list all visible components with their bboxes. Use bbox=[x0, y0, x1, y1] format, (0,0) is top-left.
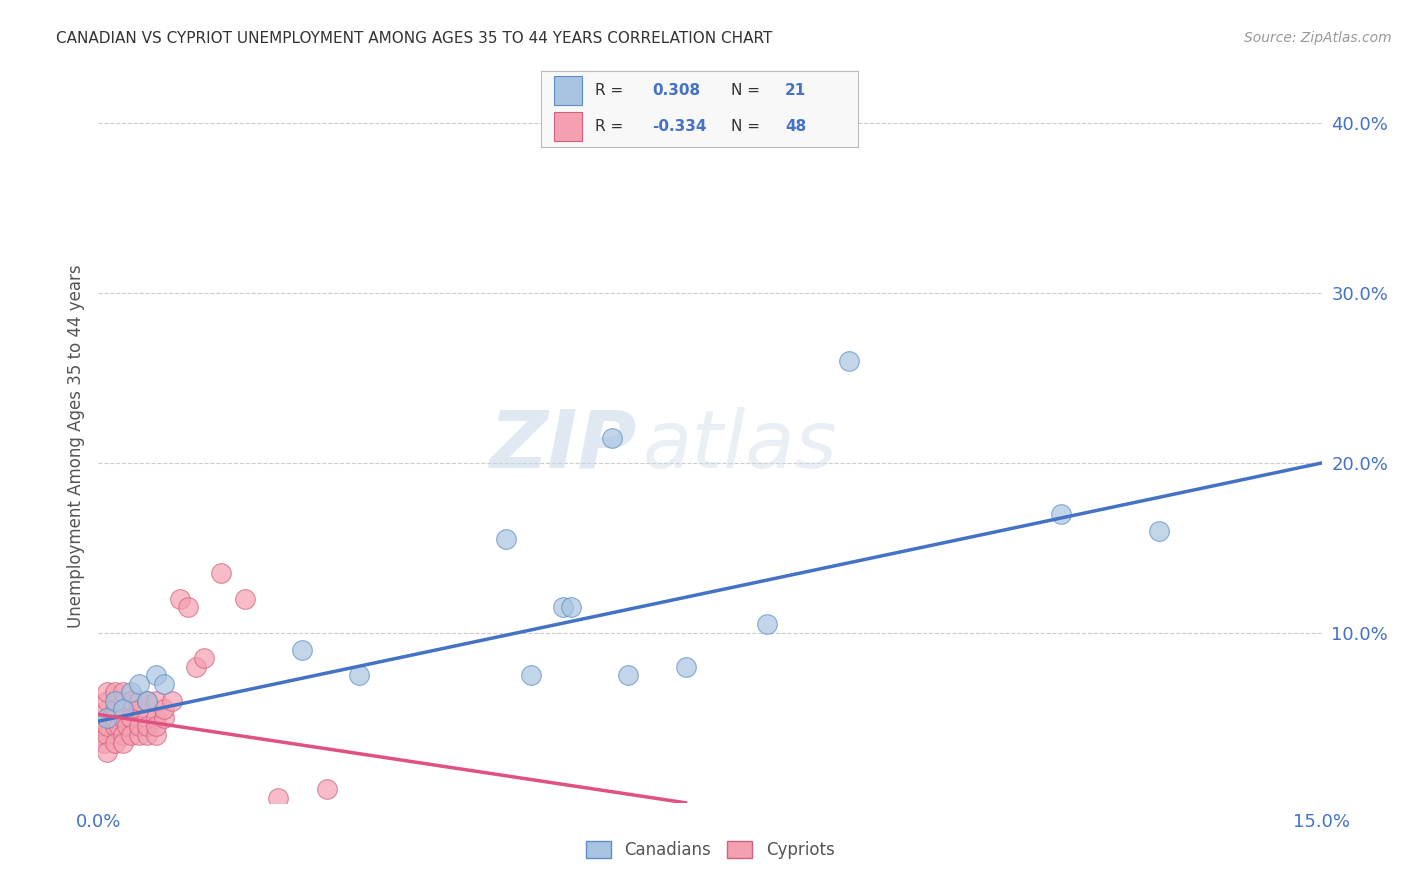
Point bbox=[675, 660, 697, 674]
Point bbox=[233, 591, 256, 606]
Point bbox=[111, 711, 134, 725]
Point bbox=[93, 736, 115, 750]
Point bbox=[115, 719, 138, 733]
Point bbox=[349, 668, 371, 682]
Text: 0.308: 0.308 bbox=[652, 83, 700, 98]
Point bbox=[1049, 507, 1071, 521]
Point bbox=[128, 694, 150, 708]
Point bbox=[145, 711, 167, 725]
Bar bbox=[554, 112, 582, 141]
Point bbox=[96, 711, 118, 725]
Y-axis label: Unemployment Among Ages 35 to 44 years: Unemployment Among Ages 35 to 44 years bbox=[66, 264, 84, 628]
Point bbox=[104, 685, 127, 699]
Point bbox=[120, 685, 142, 699]
Point bbox=[104, 711, 127, 725]
Point bbox=[160, 694, 183, 708]
Point bbox=[145, 719, 167, 733]
Point bbox=[128, 719, 150, 733]
Point bbox=[267, 790, 290, 805]
Text: R =: R = bbox=[595, 83, 623, 98]
Point bbox=[193, 651, 215, 665]
Point bbox=[96, 711, 118, 725]
Text: N =: N = bbox=[731, 83, 761, 98]
Point bbox=[111, 728, 134, 742]
Text: R =: R = bbox=[595, 120, 623, 134]
Point bbox=[186, 660, 208, 674]
Point bbox=[104, 736, 127, 750]
Point bbox=[519, 668, 541, 682]
Point bbox=[120, 728, 142, 742]
Legend: Canadians, Cypriots: Canadians, Cypriots bbox=[579, 834, 841, 866]
Point bbox=[152, 677, 174, 691]
Point bbox=[128, 677, 150, 691]
Point bbox=[128, 728, 150, 742]
Point bbox=[96, 719, 118, 733]
Point bbox=[315, 782, 337, 797]
Point bbox=[96, 694, 118, 708]
Point bbox=[838, 354, 860, 368]
Point bbox=[136, 711, 159, 725]
Point bbox=[96, 728, 118, 742]
Point bbox=[495, 533, 517, 547]
Point bbox=[152, 702, 174, 716]
Text: 21: 21 bbox=[785, 83, 806, 98]
Point bbox=[128, 702, 150, 716]
Point bbox=[136, 719, 159, 733]
Point bbox=[104, 694, 127, 708]
Point bbox=[617, 668, 640, 682]
Point bbox=[96, 685, 118, 699]
Point bbox=[291, 643, 314, 657]
Bar bbox=[554, 76, 582, 104]
Point bbox=[111, 685, 134, 699]
Point bbox=[1147, 524, 1170, 538]
Point bbox=[145, 694, 167, 708]
Text: 48: 48 bbox=[785, 120, 806, 134]
Point bbox=[96, 745, 118, 759]
Point bbox=[136, 694, 159, 708]
Point bbox=[756, 617, 779, 632]
Text: atlas: atlas bbox=[643, 407, 838, 485]
Point bbox=[169, 591, 191, 606]
Point bbox=[104, 702, 127, 716]
Text: ZIP: ZIP bbox=[489, 407, 637, 485]
Text: N =: N = bbox=[731, 120, 761, 134]
Point bbox=[120, 694, 142, 708]
Point bbox=[145, 728, 167, 742]
Point bbox=[560, 600, 582, 615]
Text: -0.334: -0.334 bbox=[652, 120, 707, 134]
Point bbox=[152, 711, 174, 725]
Point bbox=[145, 668, 167, 682]
Point bbox=[100, 711, 122, 725]
Point bbox=[177, 600, 200, 615]
Point bbox=[104, 719, 127, 733]
Point bbox=[120, 711, 142, 725]
Point bbox=[96, 702, 118, 716]
Point bbox=[111, 694, 134, 708]
Point bbox=[136, 728, 159, 742]
Point bbox=[91, 728, 114, 742]
Point bbox=[111, 702, 134, 716]
Point bbox=[111, 736, 134, 750]
Point bbox=[108, 719, 131, 733]
Point bbox=[553, 600, 575, 615]
Point bbox=[136, 694, 159, 708]
Text: Source: ZipAtlas.com: Source: ZipAtlas.com bbox=[1244, 31, 1392, 45]
Point bbox=[600, 430, 623, 444]
Text: CANADIAN VS CYPRIOT UNEMPLOYMENT AMONG AGES 35 TO 44 YEARS CORRELATION CHART: CANADIAN VS CYPRIOT UNEMPLOYMENT AMONG A… bbox=[56, 31, 773, 46]
Point bbox=[209, 566, 232, 581]
